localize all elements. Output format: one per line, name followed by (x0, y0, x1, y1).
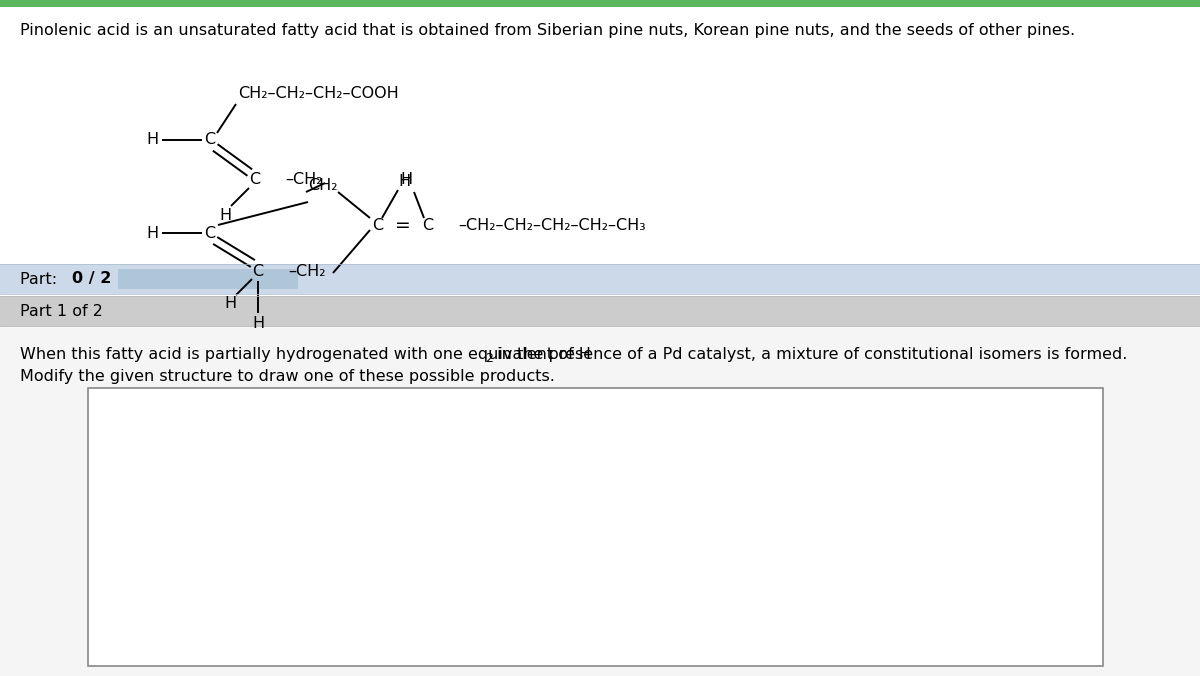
Text: Part:: Part: (20, 272, 62, 287)
Bar (0, 264, 1200, 294)
Text: CH₂–CH₂–CH₂–COOH: CH₂–CH₂–CH₂–COOH (238, 87, 398, 101)
Bar (118, 269, 298, 289)
Text: CH₂: CH₂ (308, 178, 337, 193)
Text: When this fatty acid is partially hydrogenated with one equivalent of H: When this fatty acid is partially hydrog… (20, 347, 590, 362)
Text: 0 / 2: 0 / 2 (72, 272, 112, 287)
Text: –CH₂: –CH₂ (288, 264, 325, 279)
Bar (88, 388, 1103, 666)
Text: 2: 2 (485, 352, 493, 364)
Text: C: C (204, 132, 216, 147)
Text: –CH₂: –CH₂ (286, 172, 323, 187)
Bar (0, 326, 1200, 676)
Text: C: C (250, 172, 260, 187)
Text: H: H (398, 174, 410, 189)
Text: =: = (395, 216, 410, 235)
Text: Pinolenic acid is an unsaturated fatty acid that is obtained from Siberian pine : Pinolenic acid is an unsaturated fatty a… (20, 24, 1075, 39)
Text: Part 1 of 2: Part 1 of 2 (20, 304, 103, 318)
Text: C: C (372, 218, 384, 233)
Text: in the presence of a Pd catalyst, a mixture of constitutional isomers is formed.: in the presence of a Pd catalyst, a mixt… (492, 347, 1128, 362)
Text: Modify the given structure to draw one of these possible products.: Modify the given structure to draw one o… (20, 368, 554, 383)
Text: H: H (400, 172, 412, 187)
Bar (0, 296, 1200, 326)
Text: H: H (224, 295, 236, 310)
Text: H: H (146, 226, 158, 241)
Text: C: C (422, 218, 433, 233)
Text: C: C (252, 264, 264, 279)
Text: H: H (252, 316, 264, 331)
Bar (0, 0, 1200, 7)
Text: H: H (146, 132, 158, 147)
Text: C: C (204, 226, 216, 241)
Text: –CH₂–CH₂–CH₂–CH₂–CH₃: –CH₂–CH₂–CH₂–CH₂–CH₃ (458, 218, 646, 233)
Text: H: H (218, 208, 232, 224)
